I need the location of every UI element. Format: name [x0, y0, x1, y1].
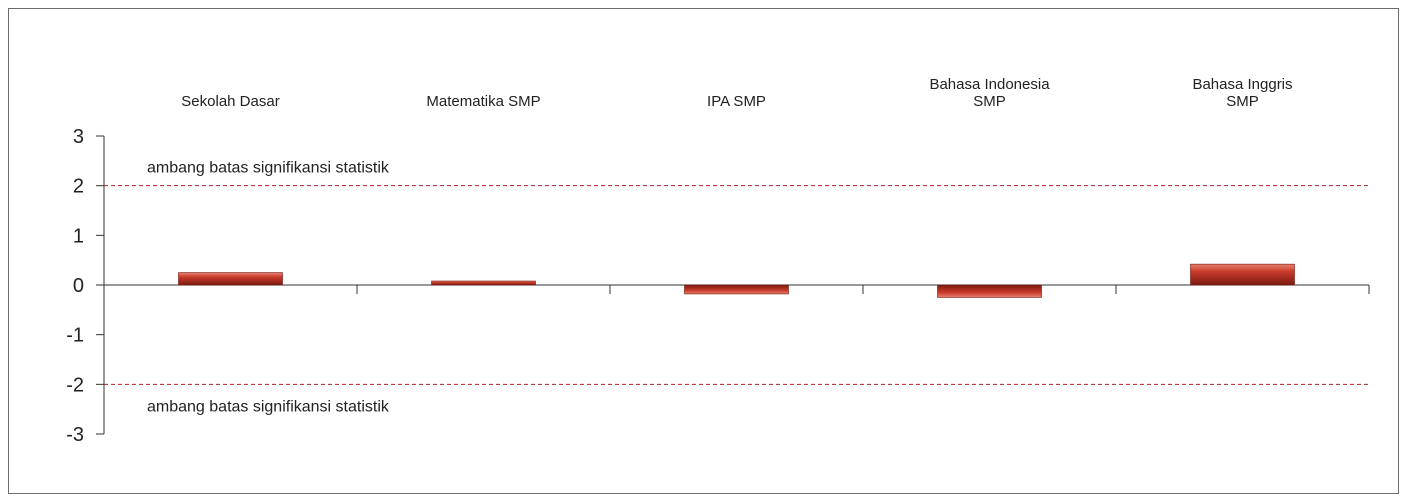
category-label: IPA SMP — [707, 93, 766, 110]
chart-frame: 3 2 1 0 -1 -2 -3 ambang batas signifikansi sta… — [8, 8, 1399, 494]
category-label: Matematika SMP — [426, 93, 540, 110]
bar — [431, 280, 536, 286]
threshold-label: ambang batas signifikansi statistik — [147, 398, 390, 415]
y-tick-label: -2 — [66, 374, 84, 396]
thresholds-group: ambang batas signifikansi statistik amban… — [104, 160, 1369, 415]
y-tick-label: 3 — [73, 126, 84, 148]
y-tick-label: 1 — [73, 225, 84, 247]
category-label: Bahasa Inggris SMP — [1192, 76, 1292, 110]
bar — [684, 284, 789, 295]
threshold-label: ambang batas signifikansi statistik — [147, 160, 390, 177]
bar — [937, 284, 1042, 298]
bars-group — [178, 263, 1295, 298]
y-tick-label: 0 — [73, 275, 84, 297]
bar — [178, 272, 283, 286]
y-tick-label: 2 — [73, 176, 84, 198]
bar — [1190, 263, 1295, 286]
chart-svg: 3 2 1 0 -1 -2 -3 ambang batas signifikansi sta… — [66, 76, 1370, 446]
category-label: Bahasa Indonesia SMP — [929, 76, 1050, 110]
y-tick-label: -1 — [66, 325, 84, 347]
y-tick-label: -3 — [66, 424, 84, 446]
labels-group: Sekolah Dasar Matematika SMP IPA SMP Bahasa… — [181, 76, 1292, 110]
category-label: Sekolah Dasar — [181, 93, 279, 110]
